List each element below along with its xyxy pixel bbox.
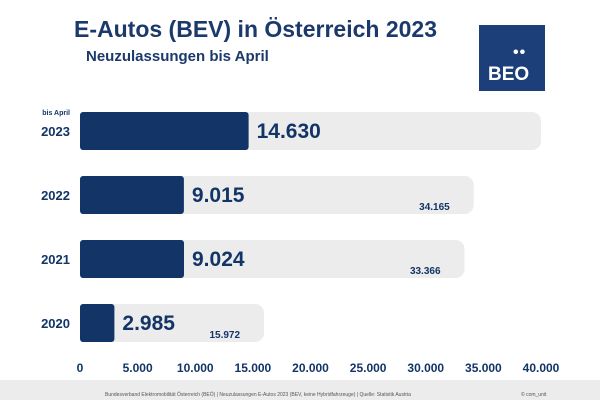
value-label: 2.985 — [122, 312, 175, 335]
x-tick-label: 10.000 — [177, 361, 214, 375]
x-tick-label: 0 — [77, 361, 84, 375]
value-bar — [80, 176, 184, 214]
x-tick-label: 40.000 — [523, 361, 560, 375]
background-bar — [80, 304, 265, 342]
beo-logo: •• BEO — [479, 25, 545, 91]
logo-text: BEO — [488, 64, 530, 85]
x-tick-label: 15.000 — [235, 361, 272, 375]
x-tick-label: 20.000 — [292, 361, 329, 375]
x-tick-label: 35.000 — [465, 361, 502, 375]
category-label: 2020 — [41, 316, 70, 331]
logo-dots: •• — [513, 44, 527, 61]
total-label: 15.972 — [209, 330, 240, 341]
footer-band — [0, 380, 600, 400]
footer-source: Bundesverband Elektromobilität Österreic… — [105, 392, 411, 398]
category-label: 2023 — [41, 124, 70, 139]
value-bar — [80, 240, 185, 278]
footer-credit: © com_unit — [521, 392, 547, 398]
x-tick-label: 25.000 — [350, 361, 387, 375]
category-label: 2021 — [41, 252, 70, 267]
chart-subtitle: Neuzulassungen bis April — [86, 48, 269, 65]
value-label: 9.015 — [192, 184, 245, 207]
total-label: 34.165 — [419, 202, 450, 213]
x-tick-label: 5.000 — [123, 361, 153, 375]
value-bar — [80, 304, 115, 342]
x-tick-label: 30.000 — [407, 361, 444, 375]
category-label: 2022 — [41, 188, 70, 203]
total-label: 33.366 — [410, 266, 441, 277]
chart-title: E-Autos (BEV) in Österreich 2023 — [74, 16, 437, 42]
value-label: 9.024 — [192, 248, 245, 271]
value-label: 14.630 — [257, 120, 321, 143]
value-bar — [80, 112, 249, 150]
category-note: bis April — [42, 110, 70, 117]
